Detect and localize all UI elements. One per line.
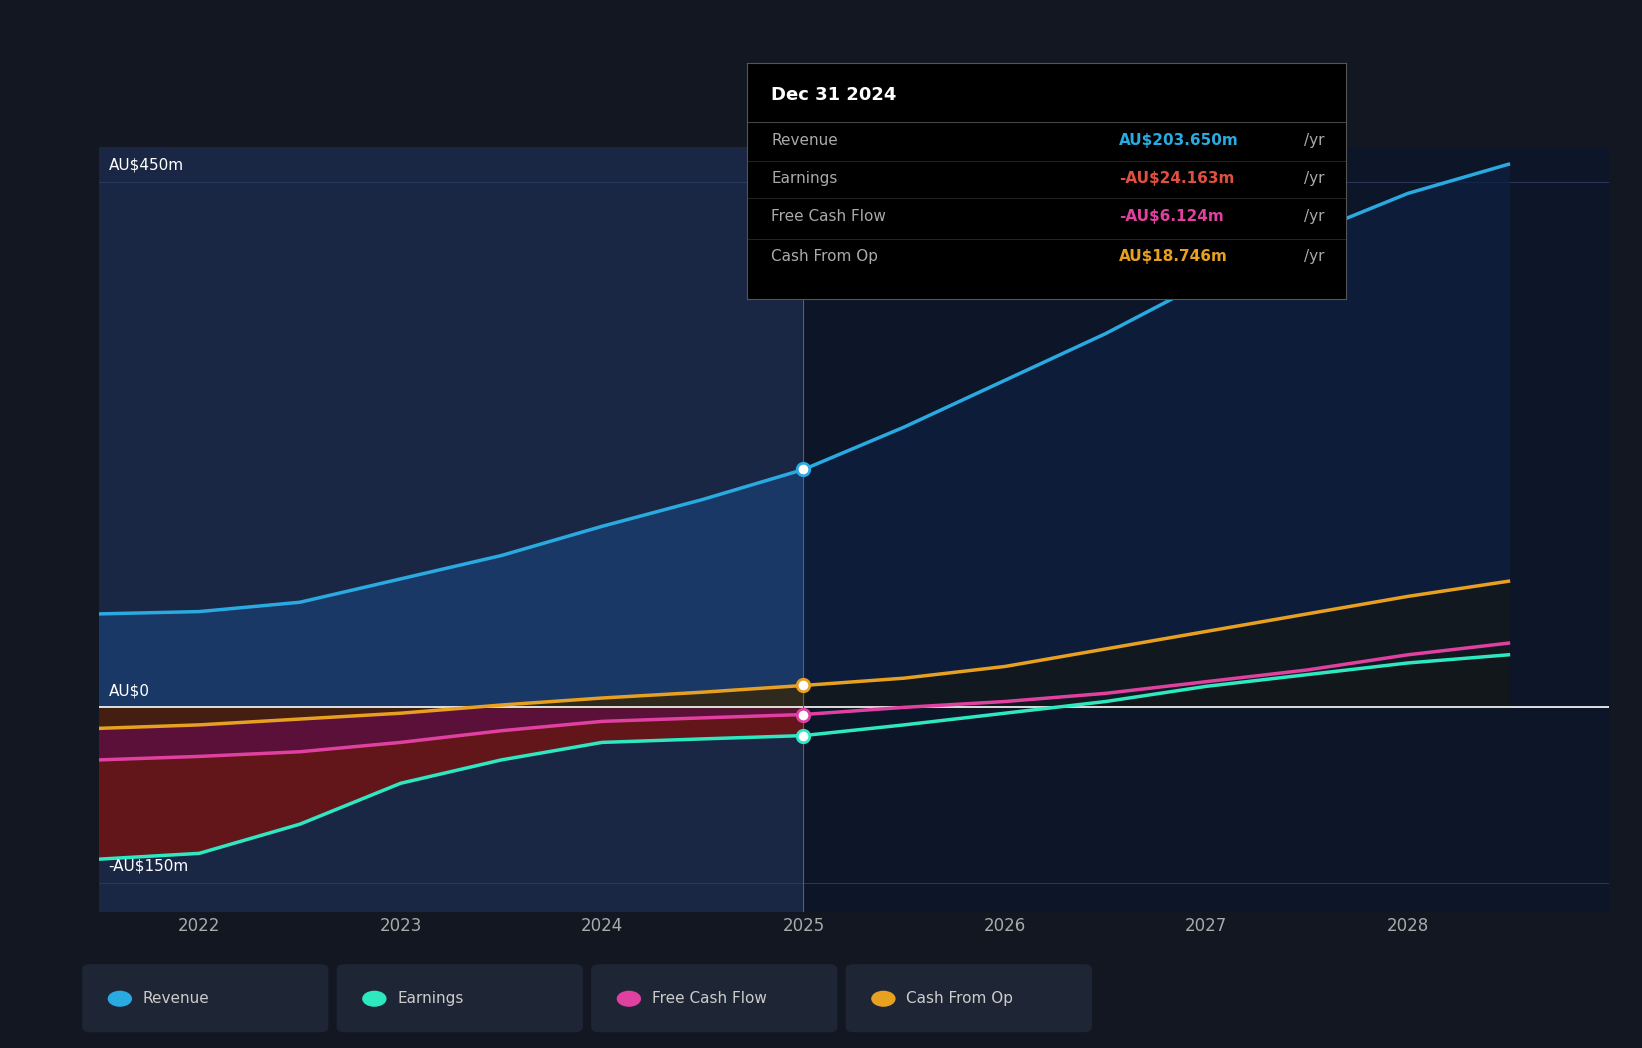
Text: /yr: /yr: [1304, 171, 1325, 185]
Text: Free Cash Flow: Free Cash Flow: [772, 209, 887, 223]
Text: Earnings: Earnings: [397, 991, 463, 1006]
Text: AU$203.650m: AU$203.650m: [1118, 133, 1238, 148]
Bar: [99, 147, 803, 912]
Text: Dec 31 2024: Dec 31 2024: [772, 87, 897, 105]
Text: Past: Past: [759, 194, 793, 213]
Text: /yr: /yr: [1304, 248, 1325, 264]
Text: Free Cash Flow: Free Cash Flow: [652, 991, 767, 1006]
Text: Revenue: Revenue: [143, 991, 210, 1006]
Bar: [803, 147, 1609, 912]
Text: AU$0: AU$0: [108, 683, 149, 698]
Text: /yr: /yr: [1304, 133, 1325, 148]
Text: Revenue: Revenue: [772, 133, 837, 148]
Text: -AU$24.163m: -AU$24.163m: [1118, 171, 1235, 185]
Text: Analysts Forecasts: Analysts Forecasts: [819, 194, 974, 213]
Text: -AU$150m: -AU$150m: [108, 858, 189, 873]
Text: -AU$6.124m: -AU$6.124m: [1118, 209, 1223, 223]
Text: Cash From Op: Cash From Op: [772, 248, 878, 264]
Text: AU$18.746m: AU$18.746m: [1118, 248, 1228, 264]
Text: /yr: /yr: [1304, 209, 1325, 223]
Text: Cash From Op: Cash From Op: [906, 991, 1013, 1006]
Text: Earnings: Earnings: [772, 171, 837, 185]
Text: AU$450m: AU$450m: [108, 157, 184, 173]
